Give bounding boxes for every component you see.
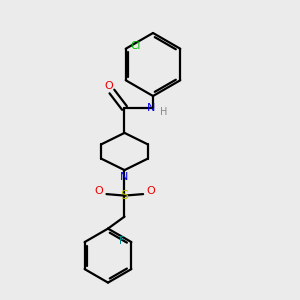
Text: O: O — [146, 185, 155, 196]
Text: Cl: Cl — [130, 41, 140, 51]
Text: O: O — [104, 80, 113, 91]
Text: N: N — [146, 103, 155, 113]
Text: H: H — [160, 106, 167, 117]
Text: N: N — [120, 172, 129, 182]
Text: O: O — [94, 185, 103, 196]
Text: F: F — [119, 236, 125, 246]
Text: S: S — [121, 189, 128, 202]
